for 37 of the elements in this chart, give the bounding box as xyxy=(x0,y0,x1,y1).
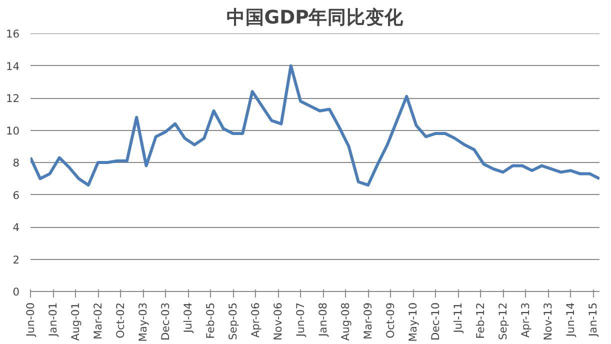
x-tick-label: Aug-01 xyxy=(69,302,82,341)
y-tick-label: 0 xyxy=(12,286,20,298)
x-tick-label: Feb-12 xyxy=(474,302,488,339)
x-tick-label: Oct-09 xyxy=(384,302,398,338)
x-tick-label: Feb-05 xyxy=(204,302,218,339)
x-tick-label: Jul-11 xyxy=(452,302,465,334)
y-tick-label: 12 xyxy=(6,92,20,105)
y-tick-label: 4 xyxy=(12,221,20,234)
x-tick-label: Jul-04 xyxy=(182,302,195,334)
y-tick-label: 16 xyxy=(6,28,20,40)
chart-title: 中国GDP年同比变化 xyxy=(226,6,405,28)
y-tick-label: 6 xyxy=(12,188,20,202)
x-tick-label: Jun-14 xyxy=(564,302,578,338)
x-tick-label: Apr-06 xyxy=(249,302,262,338)
x-tick-label: Nov-13 xyxy=(542,302,555,340)
x-tick-label: Sep-05 xyxy=(226,302,240,340)
x-tick-label: Oct-02 xyxy=(114,302,128,338)
line-series xyxy=(30,64,600,187)
x-tick-label: Apr-13 xyxy=(519,302,532,338)
x-tick-label: Dec-03 xyxy=(159,302,172,341)
x-tick-label: Jun-07 xyxy=(294,302,308,338)
x-tick-label: May-10 xyxy=(406,302,420,342)
x-tick-label: May-03 xyxy=(136,302,150,342)
x-tick-label: Jun-00 xyxy=(24,302,37,338)
x-tick-label: Sep-12 xyxy=(496,302,510,340)
x-tick-label: Jan-15 xyxy=(586,302,600,338)
x-tick-label: Aug-08 xyxy=(339,302,352,341)
y-tick-label: 14 xyxy=(6,60,20,73)
y-tick-label: 10 xyxy=(6,124,20,138)
x-tick-label: Mar-09 xyxy=(362,302,375,340)
x-tick-label: Dec-10 xyxy=(429,302,442,341)
y-tick-label: 2 xyxy=(12,253,20,266)
x-tick-label: Mar-02 xyxy=(92,302,105,340)
y-tick-label: 8 xyxy=(12,156,20,170)
x-tick-label: Jan-01 xyxy=(46,302,60,338)
x-tick-label: Jan-08 xyxy=(316,302,330,338)
x-tick-label: Nov-06 xyxy=(272,302,285,340)
